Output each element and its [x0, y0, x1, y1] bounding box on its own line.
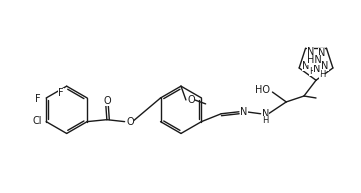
Text: O: O — [127, 117, 134, 127]
Text: N: N — [307, 47, 314, 57]
Text: N: N — [303, 61, 310, 71]
Text: HO: HO — [255, 85, 270, 95]
Text: O: O — [187, 95, 195, 105]
Text: H: H — [262, 116, 269, 125]
Text: F: F — [58, 88, 64, 98]
Text: N: N — [318, 48, 325, 58]
Text: H: H — [319, 70, 325, 79]
Text: Cl: Cl — [32, 116, 42, 126]
Text: O: O — [103, 96, 111, 106]
Text: N: N — [262, 109, 269, 119]
Text: N: N — [321, 61, 329, 71]
Text: HN: HN — [307, 55, 322, 65]
Text: N: N — [240, 107, 248, 117]
Text: H: H — [309, 67, 315, 76]
Text: F: F — [35, 94, 41, 104]
Text: N: N — [313, 64, 321, 74]
